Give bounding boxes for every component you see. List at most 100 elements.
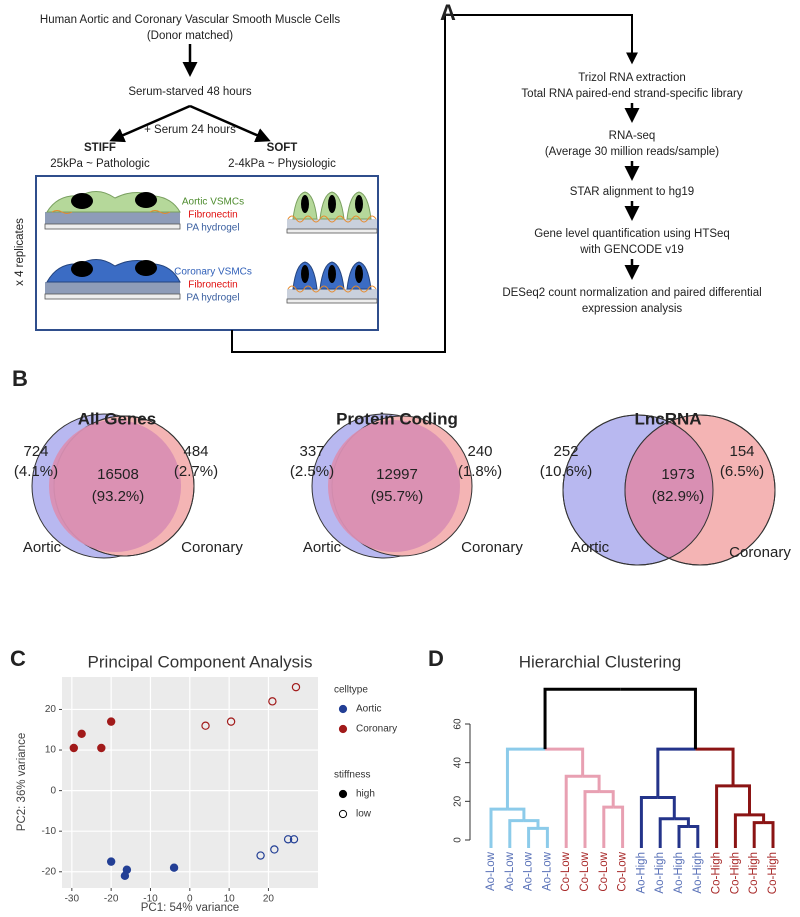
soft-aortic-cells bbox=[286, 191, 378, 234]
leaf-label: Co-Low bbox=[560, 851, 572, 891]
chart-title: Hierarchial Clustering bbox=[519, 652, 682, 671]
replicates-label: x 4 replicates bbox=[14, 218, 26, 286]
dendrogram-link bbox=[688, 824, 700, 848]
venn-percent: (2.7%) bbox=[174, 463, 218, 480]
dendrogram-link bbox=[715, 784, 734, 848]
dendrogram-link bbox=[489, 807, 508, 848]
dendrogram-link bbox=[527, 826, 538, 848]
leaf-label: Ao-High bbox=[692, 852, 704, 894]
flow-text: + Serum 24 hours bbox=[144, 124, 236, 136]
venn-count: 337 bbox=[299, 443, 324, 460]
venn-count: 240 bbox=[467, 443, 492, 460]
venn-percent: (2.5%) bbox=[290, 463, 334, 480]
x-tick-label: -30 bbox=[65, 894, 80, 905]
point bbox=[283, 835, 293, 844]
point bbox=[69, 743, 78, 753]
dendrogram-link bbox=[658, 817, 675, 848]
y-tick-label: 10 bbox=[45, 745, 57, 756]
leaf-label: Co-Low bbox=[617, 851, 629, 891]
dendrogram-link bbox=[602, 805, 614, 848]
dendrogram-link bbox=[763, 821, 775, 848]
y-tick-label: 0 bbox=[453, 837, 464, 843]
dendrogram-link bbox=[582, 774, 601, 792]
condition-subtitle: 25kPa ~ Pathologic bbox=[50, 158, 150, 170]
illustration-label: Fibronectin bbox=[188, 210, 237, 221]
arrow bbox=[109, 104, 191, 143]
dendrogram-link bbox=[507, 807, 526, 821]
illustration-label: Aortic VSMCs bbox=[182, 197, 244, 208]
venn-set-name: Aortic bbox=[571, 539, 610, 556]
legend-marker bbox=[338, 809, 348, 819]
dendrogram-link bbox=[639, 795, 658, 848]
leaf-label: Ao-Low bbox=[504, 851, 516, 891]
step-text: expression analysis bbox=[582, 303, 683, 315]
legend-label: Coronary bbox=[356, 724, 397, 735]
venn-percent: (1.8%) bbox=[458, 463, 502, 480]
venn-title: LncRNA bbox=[634, 409, 701, 428]
venn-protein-coding bbox=[311, 413, 473, 559]
venn-count: 12997 bbox=[376, 466, 418, 483]
panel-label: B bbox=[12, 366, 28, 391]
x-tick-label: 10 bbox=[224, 894, 236, 905]
venn-set-name: Coronary bbox=[181, 539, 243, 556]
stiff-coronary-cells bbox=[44, 259, 181, 300]
point bbox=[77, 729, 86, 739]
y-axis-label: PC2: 36% variance bbox=[16, 733, 28, 831]
venn-percent: (10.6%) bbox=[540, 463, 593, 480]
panel-label: D bbox=[428, 646, 444, 671]
illustration-label: Coronary VSMCs bbox=[174, 267, 252, 278]
condition-title: STIFF bbox=[84, 142, 116, 154]
point bbox=[201, 721, 210, 730]
leaf-label: Co-High bbox=[767, 852, 779, 894]
dendrogram-link bbox=[564, 774, 583, 848]
step-text: Total RNA paired-end strand-specific lib… bbox=[521, 88, 742, 100]
y-tick-label: -10 bbox=[42, 826, 57, 837]
dendrogram-link bbox=[752, 821, 764, 848]
point bbox=[289, 835, 299, 844]
legend-title: stiffness bbox=[334, 770, 371, 781]
venn-percent: (95.7%) bbox=[371, 488, 424, 505]
venn-lncrna bbox=[562, 414, 776, 566]
leaf-label: Co-Low bbox=[598, 851, 610, 891]
point bbox=[270, 845, 279, 854]
x-axis-label: PC1: 54% variance bbox=[141, 902, 239, 914]
x-tick-label: -10 bbox=[143, 894, 158, 905]
point bbox=[169, 863, 179, 872]
legend-marker bbox=[338, 704, 348, 714]
venn-percent: (6.5%) bbox=[720, 463, 764, 480]
panel-label: C bbox=[10, 646, 26, 671]
chart-title: Principal Component Analysis bbox=[88, 652, 313, 671]
dendrogram-link bbox=[620, 687, 697, 750]
y-tick-label: -20 bbox=[42, 866, 57, 877]
dendrogram-link bbox=[599, 790, 615, 808]
venn-count: 724 bbox=[23, 443, 48, 460]
flow-text: Human Aortic and Coronary Vascular Smoot… bbox=[40, 14, 340, 26]
leaf-label: Ao-High bbox=[673, 852, 685, 894]
venn-percent: (4.1%) bbox=[14, 463, 58, 480]
stiff-aortic-cells bbox=[44, 191, 181, 230]
point bbox=[106, 717, 116, 726]
x-tick-label: 20 bbox=[263, 894, 275, 905]
legend-label: low bbox=[356, 809, 372, 820]
dendrogram-link bbox=[545, 747, 585, 777]
x-tick-label: -20 bbox=[104, 894, 119, 905]
leaf-label: Co-Low bbox=[579, 851, 591, 891]
point bbox=[226, 717, 236, 726]
leaf-label: Ao-Low bbox=[523, 851, 535, 891]
soft-coronary-cells bbox=[286, 261, 378, 304]
dendrogram-link bbox=[657, 795, 676, 819]
venn-count: 154 bbox=[729, 443, 754, 460]
step-text: STAR alignment to hg19 bbox=[570, 186, 694, 198]
dendrogram-link bbox=[749, 813, 766, 823]
point bbox=[120, 871, 130, 881]
venn-percent: (82.9%) bbox=[652, 488, 705, 505]
dendrogram-link bbox=[656, 747, 696, 798]
x-tick-label: 0 bbox=[187, 894, 193, 905]
dendrogram-link bbox=[505, 747, 546, 810]
y-tick-label: 40 bbox=[453, 757, 464, 769]
leaf-label: Ao-Low bbox=[485, 851, 497, 891]
flow-text: Serum-starved 48 hours bbox=[128, 86, 252, 98]
point bbox=[256, 851, 265, 860]
